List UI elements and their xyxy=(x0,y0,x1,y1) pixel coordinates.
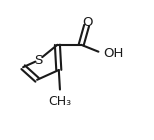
Text: S: S xyxy=(34,54,43,67)
Text: CH₃: CH₃ xyxy=(49,95,72,108)
Text: OH: OH xyxy=(103,47,123,60)
Text: O: O xyxy=(82,16,93,29)
